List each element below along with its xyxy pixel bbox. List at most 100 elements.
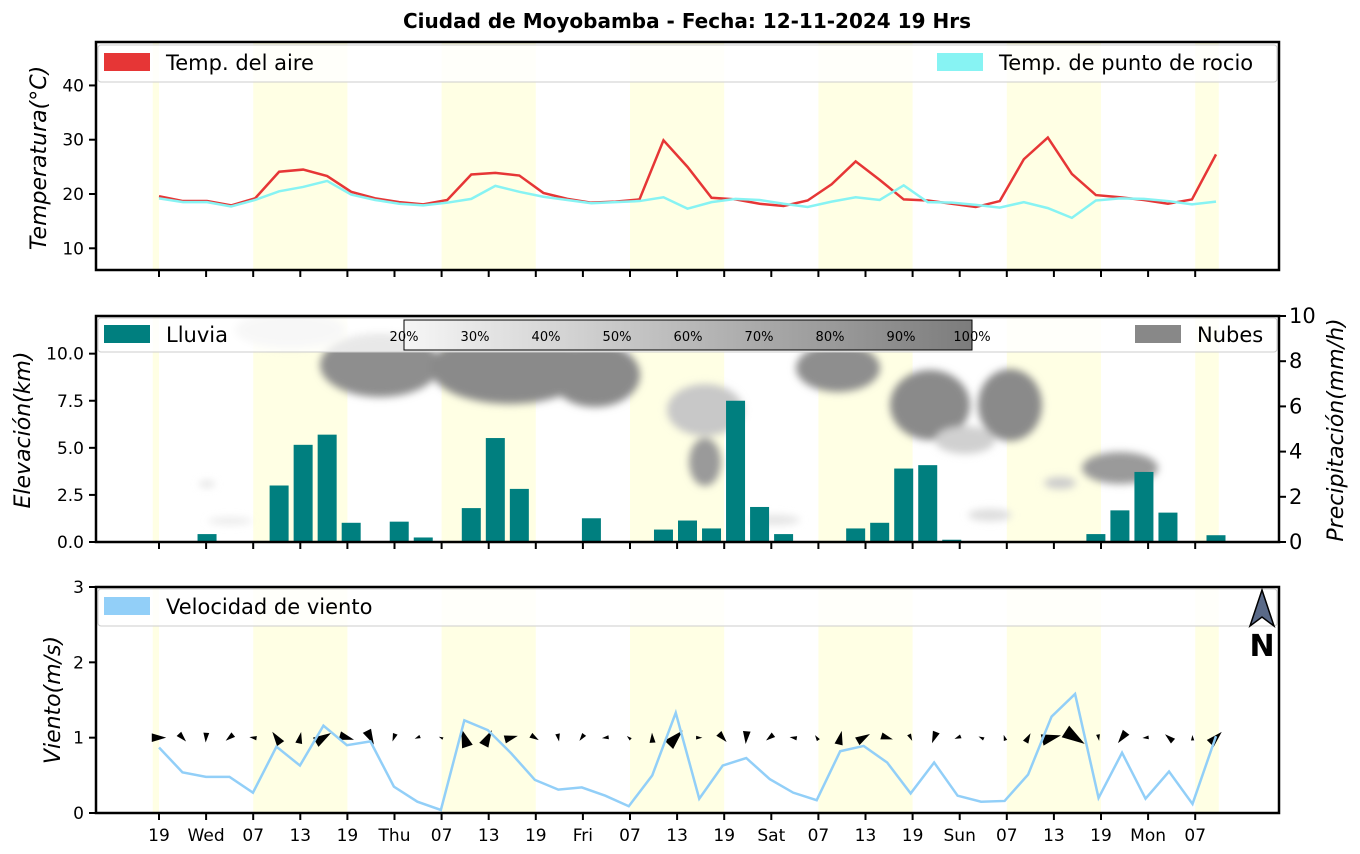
colorbar-label: 30% — [461, 330, 490, 345]
y-right-tick-label: 8 — [1289, 349, 1302, 373]
temperature-panel: 10 20 30 40 Temperatura(°C) Temp. del aire … — [27, 40, 1281, 277]
wind-arrow-icon — [1040, 734, 1061, 746]
wind-arrow-icon — [555, 733, 560, 742]
rain-bar — [413, 537, 433, 542]
precipitation-ylabel: Precipitación(mm/h) — [1324, 318, 1349, 541]
night-band — [152, 42, 159, 270]
rain-bar — [197, 534, 217, 542]
elevation-y-ticks: 0.0 2.5 5.0 7.5 10.0 — [46, 345, 96, 553]
rain-bar — [1134, 471, 1154, 542]
cloud-blob — [667, 384, 743, 436]
y-tick-label: 10.0 — [46, 345, 84, 365]
temperature-y-ticks: 10 20 30 40 — [62, 76, 96, 259]
x-tick-label: 19 — [525, 826, 547, 846]
north-arrow-icon: N — [1248, 587, 1276, 664]
y-tick-label: 7.5 — [57, 392, 84, 412]
x-tick-label: Sat — [757, 826, 785, 846]
y-tick-label: 40 — [62, 76, 84, 96]
precipitation-panel: 0.0 2.5 5.0 7.5 10.0 0 2 4 6 8 10 Elevación(km) P… — [11, 304, 1349, 554]
wind-arrow-icon — [249, 736, 257, 741]
legend-label-dew-point: Temp. de punto de rocio — [998, 51, 1253, 75]
rain-bar — [918, 465, 938, 542]
temperature-ylabel: Temperatura(°C) — [27, 66, 52, 250]
wind-arrow-icon — [931, 730, 940, 744]
wind-arrow-icon — [438, 736, 444, 740]
wind-arrow-icon — [1165, 734, 1176, 744]
rain-bar — [1086, 534, 1106, 542]
rain-bar — [341, 522, 361, 542]
wind-arrow-icon — [176, 731, 187, 742]
x-tick-label: Mon — [1130, 826, 1166, 846]
wind-arrow-icon — [716, 731, 727, 742]
colorbar-label: 70% — [745, 330, 774, 345]
precipitation-x-ticks — [158, 542, 1197, 549]
x-tick-label: Fri — [573, 826, 593, 846]
x-tick-label: 19 — [902, 826, 924, 846]
y-tick-label: 0 — [73, 804, 84, 824]
wind-arrow-icon — [295, 732, 303, 745]
wind-arrow-icon — [601, 735, 609, 740]
temperature-x-ticks — [158, 270, 1197, 277]
rain-bar — [509, 488, 529, 542]
night-band — [152, 587, 159, 813]
cloud-blob — [689, 438, 721, 486]
colorbar-label: 100% — [953, 330, 990, 345]
legend-swatch-rain — [104, 325, 150, 343]
rain-bar — [317, 434, 337, 542]
x-tick-label: 19 — [713, 826, 735, 846]
cloud-blob — [1044, 477, 1076, 489]
wind-arrow-icon — [696, 735, 703, 740]
wind-arrow-icon — [1190, 734, 1195, 741]
rain-bar — [1110, 510, 1130, 542]
rain-bar — [1206, 535, 1226, 542]
y-right-tick-label: 10 — [1289, 304, 1316, 328]
colorbar-label: 90% — [887, 330, 916, 345]
x-tick-label: 13 — [666, 826, 688, 846]
temperature-legend: Temp. del aire Temp. de punto de rocio — [97, 44, 1278, 83]
wind-arrow-icon — [766, 732, 776, 741]
cloud-blob — [968, 509, 1012, 521]
rain-bar — [894, 468, 914, 542]
x-tick-label: 07 — [242, 826, 264, 846]
wind-arrow-icon — [789, 736, 798, 741]
rain-bar — [293, 444, 313, 542]
temperature-axes-frame — [94, 40, 1281, 272]
wind-axes-frame — [94, 585, 1281, 815]
rain-bars — [197, 400, 1226, 542]
y-tick-label: 2.5 — [57, 486, 84, 506]
rain-bar — [653, 529, 673, 542]
wind-arrow-icon — [151, 733, 167, 742]
wind-arrow-icon — [338, 731, 355, 740]
wind-arrow-icon — [272, 731, 285, 747]
temp-air-line — [158, 135, 1218, 209]
x-tick-label: 13 — [1043, 826, 1065, 846]
wind-ylabel: Viento(m/s) — [41, 636, 66, 764]
rain-bar — [726, 400, 746, 542]
wind-direction-arrows — [151, 725, 1222, 750]
wind-speed-line — [158, 691, 1218, 812]
x-tick-label: 07 — [808, 826, 830, 846]
x-tick-label: Wed — [188, 826, 225, 846]
x-tick-label: 07 — [1184, 826, 1206, 846]
wind-arrow-icon — [855, 733, 871, 746]
cloud-blob — [199, 481, 215, 487]
rain-bar — [750, 506, 770, 542]
y-tick-label: 1 — [73, 729, 84, 749]
colorbar-label: 60% — [674, 330, 703, 345]
cloud-blob — [890, 370, 970, 440]
cloud-blob — [935, 426, 995, 454]
rain-bar — [581, 518, 601, 542]
colorbar-label: 80% — [816, 330, 845, 345]
wind-arrow-icon — [664, 730, 683, 750]
legend-swatch-temp-air — [104, 53, 150, 71]
colorbar-label: 40% — [532, 330, 561, 345]
rain-bar — [870, 522, 890, 542]
x-tick-label: 07 — [619, 826, 641, 846]
rain-bar — [461, 508, 481, 542]
x-tick-label: 07 — [431, 826, 453, 846]
wind-arrow-icon — [880, 732, 893, 740]
wind-arrow-icon — [1117, 729, 1130, 744]
legend-label-rain: Lluvia — [166, 323, 228, 347]
